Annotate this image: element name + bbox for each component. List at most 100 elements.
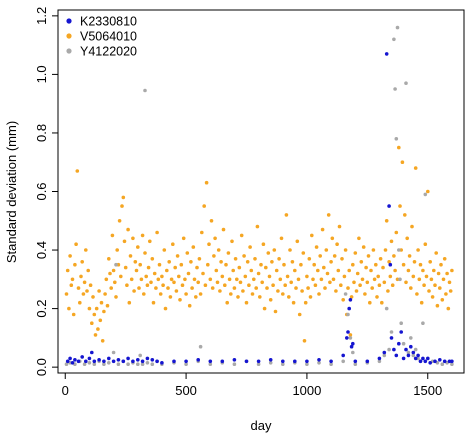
data-point bbox=[117, 219, 122, 223]
data-point bbox=[323, 286, 327, 290]
data-point bbox=[64, 362, 69, 367]
data-point bbox=[229, 292, 233, 296]
data-point bbox=[393, 268, 397, 273]
data-point bbox=[194, 295, 198, 299]
data-point bbox=[398, 204, 402, 208]
data-point bbox=[237, 265, 242, 270]
data-point bbox=[317, 361, 321, 365]
data-point bbox=[359, 260, 364, 264]
data-point bbox=[268, 298, 273, 302]
data-point bbox=[384, 52, 389, 56]
data-point bbox=[107, 356, 111, 361]
data-point bbox=[208, 359, 213, 364]
data-point bbox=[369, 268, 373, 273]
data-point bbox=[271, 283, 275, 288]
y-axis: 0.0 0.2 0.4 0.6 0.8 1.0 1.2 bbox=[34, 7, 58, 376]
data-point bbox=[401, 262, 406, 267]
data-point bbox=[78, 300, 82, 305]
data-point bbox=[418, 359, 423, 364]
data-point bbox=[71, 312, 76, 317]
data-point bbox=[411, 353, 416, 358]
data-point bbox=[345, 336, 349, 340]
data-point bbox=[277, 257, 281, 261]
data-point bbox=[397, 341, 401, 346]
data-point bbox=[311, 277, 315, 282]
data-point bbox=[394, 137, 399, 141]
data-point bbox=[393, 87, 397, 91]
data-point bbox=[261, 242, 266, 246]
data-point bbox=[354, 289, 359, 293]
data-point bbox=[103, 292, 107, 296]
data-point bbox=[388, 274, 393, 279]
data-point bbox=[310, 233, 314, 238]
data-point bbox=[136, 358, 140, 362]
data-point bbox=[360, 277, 365, 282]
data-point bbox=[417, 277, 422, 282]
data-point bbox=[436, 271, 441, 276]
data-point bbox=[281, 362, 285, 367]
data-point bbox=[317, 358, 321, 362]
data-point bbox=[448, 289, 453, 293]
data-point bbox=[381, 265, 385, 270]
data-point bbox=[143, 251, 147, 255]
data-point bbox=[120, 204, 124, 208]
data-point bbox=[127, 300, 132, 305]
data-point bbox=[87, 306, 92, 311]
data-point bbox=[181, 236, 186, 241]
data-point bbox=[126, 362, 130, 367]
data-point bbox=[258, 295, 262, 299]
data-point bbox=[256, 271, 261, 276]
data-point bbox=[439, 262, 443, 267]
data-point bbox=[387, 260, 391, 264]
data-point bbox=[418, 262, 423, 267]
data-point bbox=[165, 268, 169, 273]
data-point bbox=[297, 312, 302, 317]
data-point bbox=[397, 248, 401, 252]
data-point bbox=[353, 251, 358, 255]
data-point bbox=[123, 265, 128, 270]
data-point bbox=[378, 257, 383, 261]
data-point bbox=[340, 257, 344, 261]
data-point bbox=[390, 283, 395, 288]
data-point bbox=[394, 353, 399, 358]
x-tick-label: 1500 bbox=[413, 383, 442, 398]
data-point bbox=[64, 292, 69, 296]
data-point bbox=[85, 289, 89, 293]
legend-marker bbox=[66, 48, 72, 54]
data-point bbox=[65, 359, 70, 364]
data-point bbox=[434, 251, 439, 255]
data-point bbox=[450, 359, 454, 364]
data-point bbox=[210, 286, 215, 290]
data-point bbox=[364, 265, 368, 270]
data-point bbox=[65, 268, 70, 273]
data-point bbox=[394, 230, 399, 235]
data-point bbox=[407, 254, 412, 258]
data-point bbox=[250, 292, 255, 296]
data-point bbox=[444, 292, 448, 296]
data-point bbox=[90, 321, 94, 326]
data-point bbox=[387, 347, 391, 352]
data-point bbox=[274, 268, 279, 273]
data-point bbox=[264, 265, 268, 270]
data-point bbox=[353, 362, 358, 367]
data-point bbox=[163, 306, 168, 311]
data-point bbox=[113, 280, 117, 285]
data-point bbox=[139, 277, 144, 282]
data-point bbox=[387, 204, 391, 208]
data-point bbox=[403, 213, 407, 217]
data-point bbox=[149, 280, 153, 285]
data-point bbox=[220, 359, 225, 364]
data-point bbox=[90, 350, 94, 355]
data-point bbox=[107, 361, 111, 365]
data-point bbox=[351, 350, 355, 355]
data-point bbox=[192, 277, 197, 282]
data-point bbox=[128, 254, 133, 258]
data-point bbox=[353, 359, 358, 364]
data-point bbox=[395, 277, 400, 282]
data-point bbox=[238, 280, 243, 285]
data-point bbox=[312, 262, 317, 267]
data-point bbox=[352, 280, 356, 285]
data-point bbox=[445, 271, 449, 276]
data-point bbox=[328, 280, 332, 285]
data-point bbox=[306, 286, 310, 290]
